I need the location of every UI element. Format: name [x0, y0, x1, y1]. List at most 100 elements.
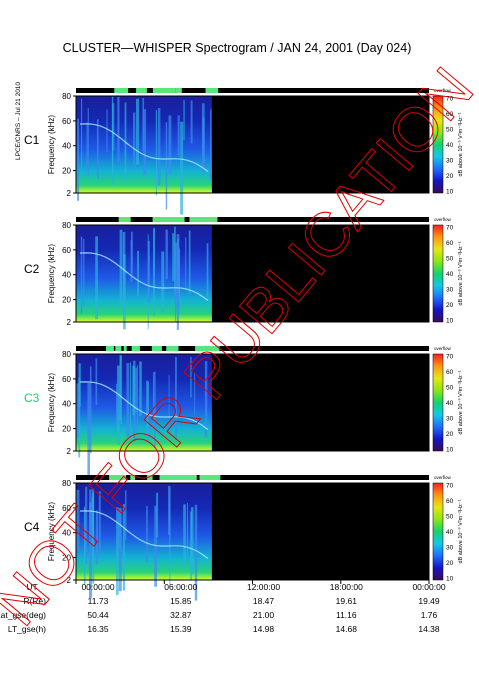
colorbar-tick-label: 10	[446, 576, 454, 583]
axis-cell: 21.00	[253, 610, 275, 620]
colorbar-tick-label: 70	[446, 225, 454, 232]
spacecraft-label: C4	[24, 520, 40, 534]
plot-frame	[75, 353, 430, 452]
emission-streak	[119, 354, 122, 421]
status-segment	[199, 217, 207, 222]
spacecraft-label: C3	[24, 391, 40, 405]
emission-streak	[116, 384, 117, 426]
colorbar-tick-label: 20	[446, 173, 454, 180]
axis-cell: 11.73	[88, 596, 109, 606]
colorbar-tick-label: 40	[446, 400, 454, 407]
status-segment	[208, 475, 221, 480]
emission-streak	[172, 233, 175, 281]
colorbar-tick-label: 10	[446, 189, 454, 196]
status-segment	[118, 88, 127, 93]
emission-streak	[95, 510, 98, 565]
status-segment	[106, 346, 114, 351]
emission-streak	[133, 112, 136, 169]
chart-title: CLUSTER—WHISPER Spectrogram / JAN 24, 20…	[63, 41, 412, 55]
emission-curve	[79, 123, 209, 172]
axis-cell: 00:00:00	[412, 582, 445, 592]
status-segment	[199, 475, 210, 480]
y-tick-label: 40	[62, 400, 71, 409]
emission-streak	[175, 357, 177, 441]
emission-streak	[117, 96, 120, 162]
y-axis-label: Frequency (kHz)	[47, 502, 56, 561]
status-segment	[152, 217, 157, 222]
emission-streak	[126, 363, 130, 437]
emission-streak	[95, 236, 98, 320]
credit-text: LPCE/CNRS – Jul 21 2010	[15, 82, 22, 160]
colorbar-overflow-label: overflow	[434, 88, 452, 93]
emission-streak	[89, 366, 92, 453]
emission-streak	[132, 365, 135, 416]
emission-streak	[155, 110, 158, 196]
emission-streak	[147, 240, 150, 303]
status-strip	[76, 88, 429, 93]
axis-cell: 32.87	[170, 610, 192, 620]
y-tick-label: 20	[62, 425, 71, 434]
emission-streak	[156, 492, 159, 538]
emission-streak	[168, 485, 171, 535]
emission-streak	[190, 507, 194, 575]
emission-streak	[123, 254, 126, 330]
status-segment	[158, 88, 165, 93]
spectrogram-panels: 2 20 40 60 80 Frequency (kHz) C1 overflow 10 20 30…	[24, 88, 464, 601]
emission-streak	[161, 251, 165, 314]
axis-cell: 15.39	[170, 624, 192, 634]
status-segment	[159, 475, 171, 480]
axis-row-label: LT_gse(h)	[8, 624, 46, 634]
spacecraft-label: C2	[24, 262, 40, 276]
y-tick-label: 20	[62, 167, 71, 176]
spectrogram-data	[76, 483, 212, 580]
axis-cell: 14.68	[336, 624, 358, 634]
y-tick-label: 2	[67, 318, 72, 327]
spectrogram-data	[76, 354, 212, 451]
status-strip	[76, 475, 429, 480]
colorbar-label: dB above 10⁻⁸ V²m⁻²Hz⁻¹	[457, 499, 464, 563]
emission-streak	[202, 117, 205, 173]
y-tick-label: 20	[62, 296, 71, 305]
panel-c2: 2 20 40 60 80 Frequency (kHz) C2 overflow 10 20 30…	[24, 217, 464, 330]
emission-streak	[165, 229, 168, 280]
axis-cell: 16.35	[87, 624, 109, 634]
emission-streak	[210, 109, 212, 181]
colorbar-tick-label: 60	[446, 111, 454, 118]
emission-streak	[130, 362, 131, 429]
colorbar-tick-label: 50	[446, 514, 454, 521]
status-segment	[166, 346, 179, 351]
emission-streak	[80, 236, 83, 315]
emission-streak	[85, 486, 88, 564]
emission-streak	[204, 361, 208, 438]
status-segment	[177, 475, 184, 480]
y-axis-label: Frequency (kHz)	[47, 244, 56, 303]
orbit-axis-table: UT R(Re) Lat_gse(deg) LT_gse(h) 00:00:00 11.7…	[0, 580, 446, 634]
emission-streak	[78, 377, 81, 458]
emission-streak	[152, 372, 155, 427]
axis-cell: 15.85	[170, 596, 192, 606]
status-segment	[151, 346, 162, 351]
axis-cell: 12:00:00	[247, 582, 280, 592]
panel-c3: 2 20 40 60 80 Frequency (kHz) C3 overflow 10 20 30…	[24, 346, 464, 476]
status-segment	[124, 88, 129, 93]
emission-streak	[77, 118, 79, 201]
status-segment	[163, 217, 177, 222]
emission-streak	[168, 375, 170, 430]
status-segment	[207, 88, 213, 93]
colorbar-tick-label: 70	[446, 96, 454, 103]
axis-cell: 00:00:00	[81, 582, 114, 592]
panel-c4: 2 20 40 60 80 Frequency (kHz) C4 overflow 10 20 30…	[24, 475, 464, 601]
y-tick-label: 2	[67, 447, 72, 456]
status-segment	[131, 346, 140, 351]
emission-streak	[176, 238, 179, 330]
axis-cell: 18.47	[253, 596, 275, 606]
colorbar-tick-label: 20	[446, 431, 454, 438]
status-segment	[118, 217, 131, 222]
colorbar	[432, 224, 444, 323]
y-tick-label: 40	[62, 142, 71, 151]
colorbar	[432, 95, 444, 194]
status-segment	[180, 475, 191, 480]
colorbar-tick-label: 30	[446, 545, 454, 552]
axis-row-label: Lat_gse(deg)	[0, 610, 46, 620]
